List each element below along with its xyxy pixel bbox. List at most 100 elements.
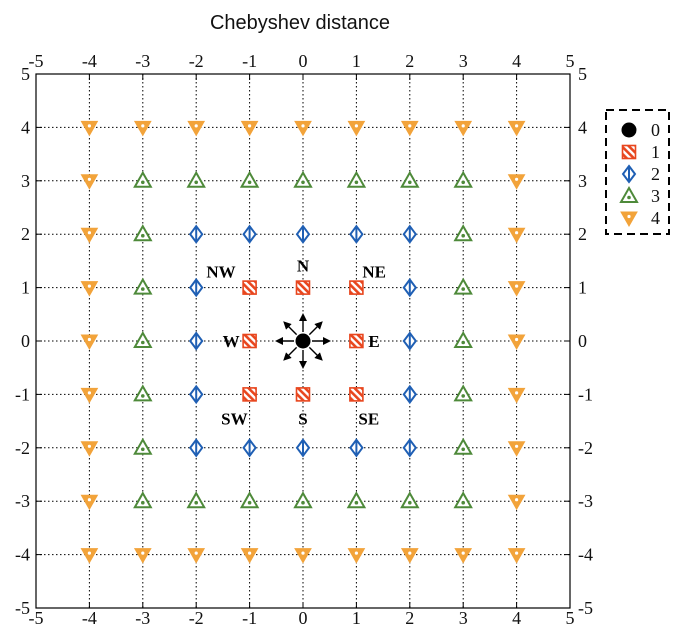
x-tick-label-bottom: 5 bbox=[566, 608, 575, 626]
data-point-4 bbox=[507, 120, 526, 137]
legend-marker-4 bbox=[620, 211, 638, 228]
data-point-4 bbox=[507, 227, 526, 244]
data-point-4 bbox=[294, 548, 312, 564]
data-point-4 bbox=[80, 548, 99, 564]
data-point-3 bbox=[453, 277, 473, 295]
arrow-sw bbox=[283, 346, 298, 361]
direction-label-se: SE bbox=[358, 409, 379, 428]
data-point-3 bbox=[400, 491, 420, 509]
y-tick-label-right: 0 bbox=[578, 331, 587, 351]
data-point-2 bbox=[188, 438, 204, 458]
y-tick-label-left: 5 bbox=[21, 64, 30, 84]
data-point-2 bbox=[402, 277, 418, 298]
x-tick-label-top: -2 bbox=[189, 51, 204, 71]
data-point-3 bbox=[133, 224, 153, 242]
legend-marker-2 bbox=[621, 164, 637, 184]
y-tick-label-right: 2 bbox=[578, 224, 587, 244]
x-tick-label-top: 1 bbox=[352, 51, 361, 71]
x-tick-label-bottom: 0 bbox=[299, 608, 308, 626]
data-point-3 bbox=[133, 277, 153, 295]
data-point-3 bbox=[186, 491, 206, 509]
x-tick-label-bottom: 2 bbox=[405, 608, 414, 626]
direction-label-nw: NW bbox=[206, 263, 235, 282]
data-point-3 bbox=[453, 491, 473, 509]
y-tick-label-right: -5 bbox=[578, 598, 593, 618]
arrow-se bbox=[308, 346, 323, 361]
legend-box bbox=[605, 109, 670, 235]
x-tick-label-bottom: 3 bbox=[459, 608, 468, 626]
data-point-1 bbox=[349, 387, 364, 402]
data-point-4 bbox=[400, 120, 419, 137]
y-tick-label-left: 1 bbox=[21, 278, 30, 298]
data-point-3 bbox=[400, 170, 420, 188]
data-point-4 bbox=[347, 120, 366, 137]
data-point-4 bbox=[187, 548, 206, 564]
data-point-1 bbox=[295, 280, 311, 295]
x-tick-label-top: 2 bbox=[405, 51, 414, 71]
data-point-3 bbox=[133, 170, 153, 188]
y-tick-label-left: -4 bbox=[15, 545, 30, 565]
x-tick-label-top: -4 bbox=[82, 51, 97, 71]
data-point-2 bbox=[402, 331, 418, 351]
data-point-4 bbox=[240, 548, 259, 564]
y-tick-label-right: -1 bbox=[578, 384, 593, 404]
direction-label-w: W bbox=[223, 332, 240, 351]
x-tick-label-bottom: -1 bbox=[242, 608, 257, 626]
legend-label-2: 2 bbox=[651, 164, 660, 184]
data-point-4 bbox=[507, 387, 526, 404]
data-point-2 bbox=[349, 224, 364, 244]
x-tick-label-bottom: -2 bbox=[189, 608, 204, 626]
y-tick-label-left: -3 bbox=[15, 491, 30, 511]
legend-marker-0 bbox=[621, 122, 637, 138]
center-arrows bbox=[275, 313, 331, 369]
data-point-4 bbox=[400, 548, 419, 564]
data-point-2 bbox=[402, 384, 418, 405]
data-point-4 bbox=[454, 548, 473, 564]
data-point-4 bbox=[133, 548, 152, 564]
data-point-1 bbox=[242, 333, 257, 349]
data-point-4 bbox=[507, 174, 526, 190]
data-point-1 bbox=[349, 280, 364, 295]
data-point-4 bbox=[80, 281, 99, 297]
legend-marker-3 bbox=[619, 185, 639, 203]
direction-label-n: N bbox=[297, 257, 310, 276]
data-point-4 bbox=[507, 548, 526, 564]
data-point-2 bbox=[349, 438, 364, 458]
y-tick-label-left: 4 bbox=[21, 117, 30, 137]
data-point-2 bbox=[242, 224, 257, 244]
direction-label-ne: NE bbox=[362, 263, 386, 282]
data-point-4 bbox=[80, 494, 99, 511]
data-point-4 bbox=[187, 120, 206, 137]
legend-label-4: 4 bbox=[651, 208, 660, 228]
x-tick-label-bottom: -4 bbox=[82, 608, 97, 626]
x-tick-label-top: 4 bbox=[512, 51, 521, 71]
y-tick-label-left: -5 bbox=[15, 598, 30, 618]
x-tick-label-top: -1 bbox=[242, 51, 257, 71]
direction-label-s: S bbox=[298, 409, 307, 428]
x-tick-label-bottom: -3 bbox=[135, 608, 150, 626]
x-tick-label-top: -5 bbox=[29, 51, 44, 71]
direction-label-sw: SW bbox=[221, 409, 247, 428]
grid-lines bbox=[36, 74, 570, 608]
data-point-2 bbox=[295, 224, 311, 244]
arrow-nw bbox=[283, 321, 298, 336]
y-tick-label-right: 1 bbox=[578, 278, 587, 298]
x-tick-label-bottom: -5 bbox=[29, 608, 44, 626]
data-point-4 bbox=[507, 494, 526, 511]
data-point-3 bbox=[453, 170, 473, 188]
direction-label-e: E bbox=[368, 332, 379, 351]
data-point-2 bbox=[188, 384, 204, 405]
data-point-3 bbox=[293, 491, 313, 509]
data-point-2 bbox=[188, 277, 204, 298]
data-point-3 bbox=[453, 224, 473, 242]
x-tick-label-top: -3 bbox=[135, 51, 150, 71]
y-tick-label-left: 2 bbox=[21, 224, 30, 244]
data-point-3 bbox=[133, 330, 153, 348]
data-point-4 bbox=[80, 441, 99, 457]
data-point-3 bbox=[133, 437, 153, 455]
data-point-4 bbox=[133, 120, 152, 137]
data-point-3 bbox=[239, 491, 260, 509]
data-point-1 bbox=[295, 387, 311, 402]
